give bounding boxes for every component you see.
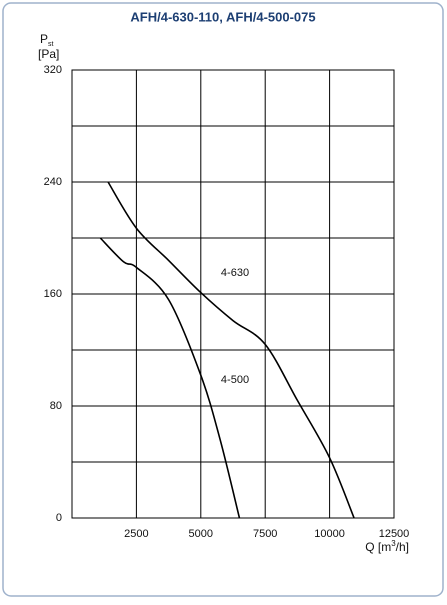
- curve-label: 4-500: [221, 374, 249, 386]
- x-tick-label: 7500: [253, 528, 277, 540]
- y-tick-label: 240: [44, 176, 62, 188]
- curve: [107, 181, 355, 519]
- curve: [99, 237, 241, 519]
- x-tick-label: 5000: [189, 528, 213, 540]
- y-tick-label: 0: [56, 512, 62, 524]
- x-tick-label: 2500: [124, 528, 148, 540]
- curve-label: 4-630: [221, 267, 249, 279]
- x-label-superscript: 3: [391, 539, 396, 548]
- chart-title: AFH/4-630-110, AFH/4-500-075: [130, 9, 315, 24]
- y-label: Pst: [40, 32, 54, 48]
- x-label-end: /h]: [396, 540, 409, 554]
- x-label: Q [m3/h]: [365, 539, 409, 554]
- y-label-subscript: st: [48, 41, 54, 48]
- x-tick-label: 12500: [379, 528, 410, 540]
- y-label-symbol: P: [40, 32, 48, 46]
- y-tick-label: 80: [50, 400, 62, 412]
- x-tick-label: 10000: [314, 528, 345, 540]
- y-label-unit: [Pa]: [38, 47, 59, 61]
- x-label-text: Q [m: [365, 540, 391, 554]
- y-tick-label: 320: [44, 64, 62, 76]
- frame: [2, 2, 444, 597]
- y-tick-label: 160: [44, 288, 62, 300]
